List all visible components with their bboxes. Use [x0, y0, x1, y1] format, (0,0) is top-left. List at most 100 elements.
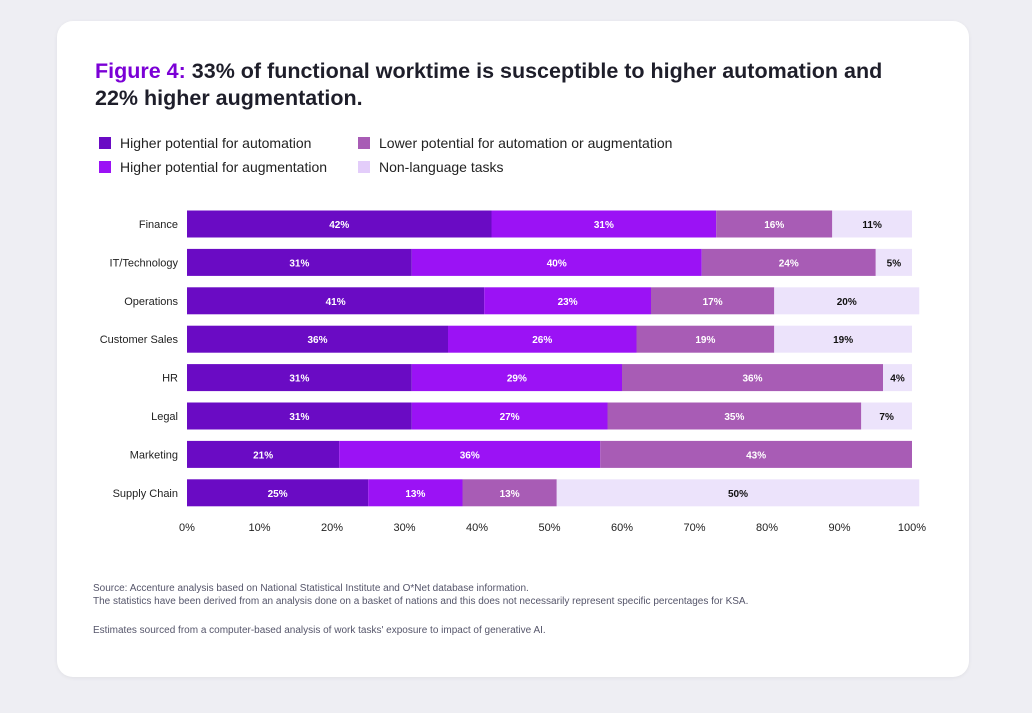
footnote-statistics-line: The statistics have been derived from an…	[93, 596, 749, 607]
legend-item-automation: Higher potential for automation	[99, 131, 327, 155]
bar-legal-higher-potential-for-automation	[187, 402, 412, 430]
bar-customer-sales-non-language-tasks	[774, 325, 912, 353]
bar-marketing-higher-potential-for-augmentation	[339, 440, 601, 468]
bar-finance-higher-potential-for-automation	[187, 210, 492, 238]
data-label-operations-lower-potential-for-automation-or-augmentation: 17%	[703, 297, 723, 308]
category-label-operations: Operations	[124, 296, 178, 308]
x-tick-0: 0%	[179, 522, 195, 534]
data-label-supply-chain-higher-potential-for-augmentation: 13%	[405, 489, 425, 500]
category-label-hr: HR	[162, 373, 178, 385]
data-label-it-technology-lower-potential-for-automation-or-augmentation: 24%	[779, 258, 799, 269]
category-label-legal: Legal	[151, 411, 178, 423]
legend-swatch-non-language	[358, 161, 370, 173]
data-label-hr-non-language-tasks: 4%	[890, 374, 905, 385]
stacked-bar-chart: Finance 42% 31% 16% 11% IT/Technology 31% 40% 24…	[100, 210, 926, 534]
x-tick-100: 100%	[898, 522, 926, 534]
legend-label-automation: Higher potential for automation	[120, 135, 312, 151]
category-label-finance: Finance	[139, 219, 178, 231]
data-label-legal-higher-potential-for-automation: 31%	[289, 412, 309, 423]
category-label-it-technology: IT/Technology	[110, 257, 179, 269]
bar-marketing-lower-potential-for-automation-or-augmentation	[600, 440, 912, 468]
data-label-operations-higher-potential-for-augmentation: 23%	[558, 297, 578, 308]
x-tick-90: 90%	[828, 522, 850, 534]
bar-legal-non-language-tasks	[861, 402, 912, 430]
data-label-finance-higher-potential-for-automation: 42%	[329, 220, 349, 231]
bar-operations-lower-potential-for-automation-or-augmentation	[651, 287, 775, 315]
legend-label-lower-potential: Lower potential for automation or augmen…	[379, 135, 673, 151]
bar-it-technology-non-language-tasks	[875, 248, 912, 276]
bar-finance-lower-potential-for-automation-or-augmentation	[716, 210, 833, 238]
bar-supply-chain-non-language-tasks	[556, 479, 920, 507]
figure-title: Figure 4: 33% of functional worktime is …	[95, 58, 915, 112]
data-label-it-technology-higher-potential-for-augmentation: 40%	[547, 258, 567, 269]
bar-marketing-higher-potential-for-automation	[187, 440, 340, 468]
data-label-hr-higher-potential-for-augmentation: 29%	[507, 374, 527, 385]
bar-legal-higher-potential-for-augmentation	[411, 402, 608, 430]
bar-supply-chain-higher-potential-for-augmentation	[368, 479, 463, 507]
data-label-supply-chain-non-language-tasks: 50%	[728, 489, 748, 500]
data-label-it-technology-non-language-tasks: 5%	[887, 258, 902, 269]
footnote-estimates: Estimates sourced from a computer-based …	[93, 624, 546, 637]
data-label-legal-lower-potential-for-automation-or-augmentation: 35%	[724, 412, 744, 423]
bar-it-technology-lower-potential-for-automation-or-augmentation	[701, 248, 876, 276]
bar-customer-sales-higher-potential-for-automation	[187, 325, 448, 353]
data-label-supply-chain-higher-potential-for-automation: 25%	[268, 489, 288, 500]
legend-item-augmentation: Higher potential for augmentation	[99, 155, 327, 179]
bar-operations-non-language-tasks	[774, 287, 920, 315]
x-tick-50: 50%	[538, 522, 560, 534]
bar-hr-lower-potential-for-automation-or-augmentation	[622, 364, 883, 392]
bar-customer-sales-lower-potential-for-automation-or-augmentation	[636, 325, 775, 353]
bar-supply-chain-higher-potential-for-automation	[187, 479, 369, 507]
category-label-supply-chain: Supply Chain	[113, 488, 178, 500]
x-tick-40: 40%	[466, 522, 488, 534]
bar-it-technology-higher-potential-for-automation	[187, 248, 412, 276]
figure-card: Figure 4: 33% of functional worktime is …	[57, 21, 969, 677]
category-label-customer-sales: Customer Sales	[100, 334, 179, 346]
bar-finance-higher-potential-for-augmentation	[491, 210, 717, 238]
bar-hr-non-language-tasks	[883, 364, 912, 392]
footnote-source-line: Source: Accenture analysis based on Nati…	[93, 583, 529, 594]
legend-swatch-lower-potential	[358, 137, 370, 149]
legend-label-non-language: Non-language tasks	[379, 159, 504, 175]
legend-item-non-language: Non-language tasks	[358, 155, 672, 179]
legend-item-lower-potential: Lower potential for automation or augmen…	[358, 131, 672, 155]
legend-column-1: Higher potential for automation Higher p…	[99, 131, 327, 179]
data-label-operations-higher-potential-for-automation: 41%	[326, 297, 346, 308]
data-label-supply-chain-lower-potential-for-automation-or-augmentation: 13%	[500, 489, 520, 500]
data-label-customer-sales-non-language-tasks: 19%	[833, 335, 853, 346]
data-label-legal-non-language-tasks: 7%	[879, 412, 894, 423]
data-label-marketing-higher-potential-for-augmentation: 36%	[460, 450, 480, 461]
x-tick-80: 80%	[756, 522, 778, 534]
bar-hr-higher-potential-for-automation	[187, 364, 412, 392]
legend-swatch-automation	[99, 137, 111, 149]
legend-label-augmentation: Higher potential for augmentation	[120, 159, 328, 175]
footnote-estimates-line: Estimates sourced from a computer-based …	[93, 625, 546, 636]
data-label-hr-lower-potential-for-automation-or-augmentation: 36%	[742, 374, 762, 385]
bar-legal-lower-potential-for-automation-or-augmentation	[607, 402, 862, 430]
bar-operations-higher-potential-for-automation	[187, 287, 485, 315]
x-tick-30: 30%	[393, 522, 415, 534]
bar-supply-chain-lower-potential-for-automation-or-augmentation	[462, 479, 557, 507]
bar-hr-higher-potential-for-augmentation	[411, 364, 622, 392]
figure-title-text: 33% of functional worktime is susceptibl…	[95, 59, 883, 110]
data-label-customer-sales-lower-potential-for-automation-or-augmentation: 19%	[695, 335, 715, 346]
footnote-source: Source: Accenture analysis based on Nati…	[93, 582, 748, 608]
x-tick-10: 10%	[248, 522, 270, 534]
data-label-legal-higher-potential-for-augmentation: 27%	[500, 412, 520, 423]
data-label-finance-higher-potential-for-augmentation: 31%	[594, 220, 614, 231]
x-tick-70: 70%	[683, 522, 705, 534]
data-label-hr-higher-potential-for-automation: 31%	[289, 374, 309, 385]
x-tick-20: 20%	[321, 522, 343, 534]
figure-label: Figure 4:	[95, 59, 186, 83]
bar-operations-higher-potential-for-augmentation	[484, 287, 651, 315]
data-label-marketing-higher-potential-for-automation: 21%	[253, 450, 273, 461]
legend-swatch-augmentation	[99, 161, 111, 173]
legend-column-2: Lower potential for automation or augmen…	[358, 131, 672, 179]
data-label-it-technology-higher-potential-for-automation: 31%	[289, 258, 309, 269]
bar-it-technology-higher-potential-for-augmentation	[411, 248, 702, 276]
bar-customer-sales-higher-potential-for-augmentation	[448, 325, 637, 353]
category-label-marketing: Marketing	[130, 449, 178, 461]
x-tick-60: 60%	[611, 522, 633, 534]
data-label-operations-non-language-tasks: 20%	[837, 297, 857, 308]
data-label-customer-sales-higher-potential-for-automation: 36%	[307, 335, 327, 346]
